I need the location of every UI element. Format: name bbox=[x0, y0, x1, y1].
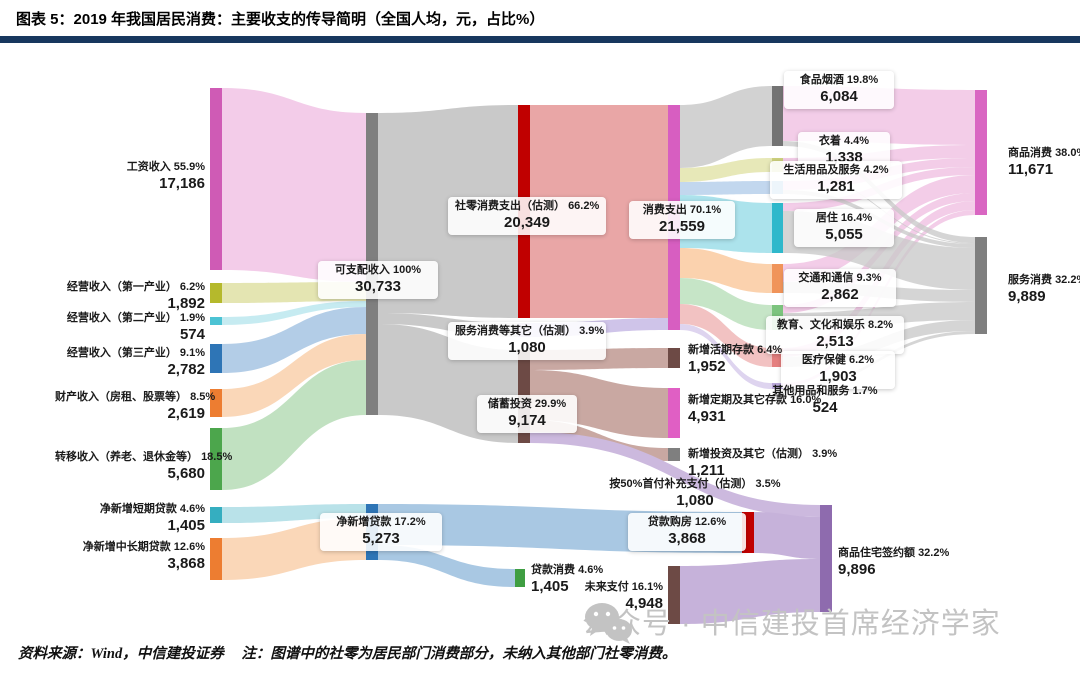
node-time-deposits bbox=[668, 388, 680, 438]
flow-new-loans-to-loan-consume bbox=[378, 545, 515, 587]
node-label-short-term-loans: 净新增短期贷款 4.6% 1,405 bbox=[99, 503, 205, 535]
flow-consumption-to-clothing bbox=[680, 158, 772, 182]
node-label-new-loans: 净新增贷款 17.2% 5,273 bbox=[320, 513, 442, 551]
node-label-service-other-spending: 服务消费等其它（估测） 3.9% 1,080 bbox=[448, 322, 606, 360]
node-label-wage-income: 工资收入 55.9% 17,186 bbox=[126, 161, 205, 193]
node-label-other-goods-services: 其他用品和服务 1.7% 524 bbox=[772, 385, 878, 417]
watermark-text: 公众号 · 中信建投首席经济学家 bbox=[582, 608, 1001, 640]
node-biz-income-secondary bbox=[210, 317, 222, 325]
flow-future-pay-to-housing-contract bbox=[680, 559, 820, 624]
watermark: 公众号 · 中信建投首席经济学家 bbox=[582, 600, 1001, 644]
flow-consumption-to-food bbox=[680, 86, 772, 168]
node-label-healthcare: 医疗保健 6.2% 1,903 bbox=[781, 351, 895, 389]
node-demand-deposits bbox=[668, 348, 680, 368]
node-wage-income bbox=[210, 88, 222, 270]
node-label-biz-primary: 经营收入（第一产业） 6.2% 1,892 bbox=[66, 281, 205, 313]
node-label-daily-goods-services: 生活用品及服务 4.2% 1,281 bbox=[770, 161, 902, 199]
source-text: 资料来源：Wind，中信建投证券 bbox=[18, 646, 224, 662]
node-short-term-loans bbox=[210, 507, 222, 523]
node-new-investment bbox=[668, 448, 680, 461]
node-label-housing-contract-value: 商品住宅签约额 32.2% 9,896 bbox=[838, 547, 950, 579]
node-label-consumption-spending: 消费支出 70.1% 21,559 bbox=[629, 201, 735, 239]
page-title: 图表 5：2019 年我国居民消费：主要收支的传导简明（全国人均，元，占比%） bbox=[16, 11, 545, 28]
node-transfer-income bbox=[210, 428, 222, 490]
node-label-biz-secondary: 经营收入（第二产业） 1.9% 574 bbox=[66, 312, 205, 344]
node-label-property-income: 财产收入（房租、股票等） 8.5% 2,619 bbox=[55, 391, 216, 423]
node-label-housing: 居住 16.4% 5,055 bbox=[794, 209, 894, 247]
node-label-education-culture: 教育、文化和娱乐 8.2% 2,513 bbox=[766, 316, 904, 354]
node-label-loan-consumption: 贷款消费 4.6% 1,405 bbox=[531, 564, 604, 596]
flow-savings-down-payment-to-housing-contract bbox=[530, 432, 820, 517]
node-services-consumption bbox=[975, 237, 987, 334]
flow-biz3-to-disposable bbox=[222, 307, 366, 373]
node-label-transport-communication: 交通和通信 9.3% 2,862 bbox=[784, 269, 896, 307]
node-label-mid-long-term-loans: 净新增中长期贷款 12.6% 3,868 bbox=[82, 541, 205, 573]
flow-transfer-to-disposable bbox=[222, 360, 366, 490]
node-label-housing-loan: 贷款购房 12.6% 3,868 bbox=[628, 513, 746, 551]
node-biz-income-tertiary bbox=[210, 344, 222, 373]
node-label-transfer-income: 转移收入（养老、退休金等） 18.5% 5,680 bbox=[55, 451, 233, 483]
node-housing-contract-value bbox=[820, 505, 832, 612]
node-label-disposable-income: 可支配收入 100% 30,733 bbox=[318, 261, 438, 299]
node-other-goods-services bbox=[772, 383, 783, 389]
node-mid-long-term-loans bbox=[210, 538, 222, 580]
node-goods-consumption bbox=[975, 90, 987, 215]
node-label-retail-spending: 社零消费支出（估测） 66.2% 20,349 bbox=[448, 197, 606, 235]
flow-label-down-payment: 按50%首付补充支付（估测） 3.5% 1,080 bbox=[609, 478, 781, 510]
flow-housing-loan-to-housing-contract bbox=[754, 512, 820, 559]
flow-clothing-to-services bbox=[783, 171, 975, 244]
node-label-goods-consumption: 商品消费 38.0% 11,671 bbox=[1008, 147, 1080, 179]
node-biz-income-primary bbox=[210, 283, 222, 303]
node-label-time-deposits: 新增定期及其它存款 16.0% 4,931 bbox=[688, 394, 822, 426]
flow-consumption-to-health bbox=[680, 304, 772, 367]
node-label-new-investment: 新增投资及其它（估测） 3.9% 1,211 bbox=[688, 448, 838, 480]
flow-consumption-to-daily bbox=[680, 181, 772, 195]
node-label-demand-deposits: 新增活期存款 6.4% 1,952 bbox=[688, 344, 783, 376]
flow-property-to-disposable bbox=[222, 334, 366, 417]
wechat-icon bbox=[585, 603, 632, 644]
flow-biz2-to-disposable bbox=[222, 301, 366, 325]
node-label-savings-investment: 储蓄投资 29.9% 9,174 bbox=[477, 395, 577, 433]
flow-consumption-to-transport bbox=[680, 248, 772, 293]
node-property-income bbox=[210, 389, 222, 417]
node-transport-communication bbox=[772, 264, 783, 293]
node-future-payment bbox=[668, 566, 680, 624]
title-underline-bar bbox=[0, 36, 1080, 43]
node-loan-consumption bbox=[515, 569, 525, 587]
node-label-services-consumption: 服务消费 32.2% 9,889 bbox=[1008, 274, 1080, 306]
node-label-food-tobacco: 食品烟酒 19.8% 6,084 bbox=[784, 71, 894, 109]
flow-consumption-to-other bbox=[680, 324, 772, 389]
node-label-future-payment: 未来支付 16.1% 4,948 bbox=[584, 581, 663, 613]
node-healthcare bbox=[772, 348, 783, 367]
node-label-biz-tertiary: 经营收入（第三产业） 9.1% 2,782 bbox=[66, 347, 205, 379]
flow-consumption-to-edu bbox=[680, 278, 772, 330]
note-text: 注：图谱中的社零为居民部门消费部分，未纳入其他部门社零消费。 bbox=[241, 646, 677, 662]
node-housing bbox=[772, 203, 783, 253]
flow-wage-to-disposable bbox=[222, 88, 366, 282]
source-note: 资料来源：Wind，中信建投证券 注：图谱中的社零为居民部门消费部分，未纳入其他… bbox=[18, 642, 690, 663]
node-food-tobacco bbox=[772, 86, 783, 146]
